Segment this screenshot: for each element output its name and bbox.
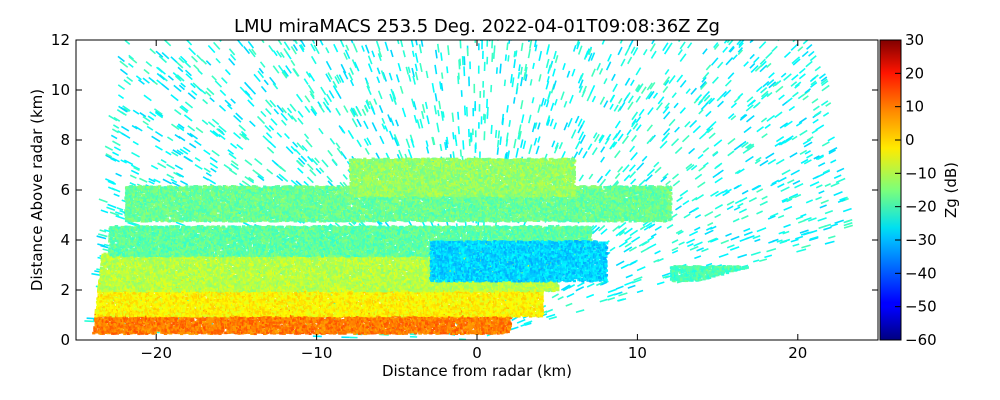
colorbar-tick-label: −60 <box>905 331 937 349</box>
x-tick-label: 10 <box>628 344 647 362</box>
colorbar-tick-label: 20 <box>905 64 924 82</box>
colorbar-tick-label: −10 <box>905 164 937 182</box>
y-tick-label: 6 <box>60 181 70 199</box>
y-tick-label: 12 <box>51 31 70 49</box>
colorbar-label: Zg (dB) <box>942 162 960 218</box>
colorbar-tick-label: 10 <box>905 98 924 116</box>
colorbar-tick-label: 30 <box>905 31 924 49</box>
x-tick-label: −10 <box>301 344 333 362</box>
chart-title: LMU miraMACS 253.5 Deg. 2022-04-01T09:08… <box>234 16 720 37</box>
y-tick-label: 0 <box>60 331 70 349</box>
x-tick-label: −20 <box>140 344 172 362</box>
y-tick-label: 2 <box>60 281 70 299</box>
colorbar <box>880 40 901 340</box>
radar-scan-data <box>84 31 852 340</box>
colorbar-tick-label: −30 <box>905 231 937 249</box>
x-tick-label: 20 <box>788 344 807 362</box>
y-tick-label: 8 <box>60 131 70 149</box>
y-tick-label: 10 <box>51 81 70 99</box>
colorbar-tick-label: −40 <box>905 264 937 282</box>
y-axis-label: Distance Above radar (km) <box>28 89 46 291</box>
colorbar-tick-label: 0 <box>905 131 915 149</box>
colorbar-tick-label: −20 <box>905 198 937 216</box>
x-axis-label: Distance from radar (km) <box>382 362 572 380</box>
x-tick-label: 0 <box>472 344 482 362</box>
y-tick-label: 4 <box>60 231 70 249</box>
colorbar-tick-label: −50 <box>905 298 937 316</box>
